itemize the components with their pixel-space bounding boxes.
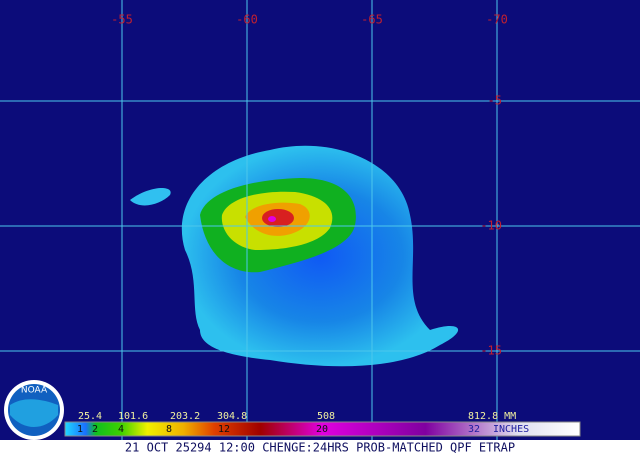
- scale-mm-label: 101.6: [118, 411, 148, 422]
- scale-inch-label: 20: [316, 424, 328, 435]
- scale-mm-label: 203.2: [170, 411, 200, 422]
- latitude-label: -10: [480, 219, 502, 233]
- caption: 21 OCT 25294 12:00 CHENGE:24HRS PROB-MAT…: [125, 441, 515, 455]
- latitude-label: -15: [480, 344, 502, 358]
- noaa-logo: NOAA: [4, 380, 64, 440]
- scale-inch-label: 4: [118, 424, 124, 435]
- scale-mm-label: 508: [317, 411, 335, 422]
- scale-inch-label: 2: [92, 424, 98, 435]
- rain-band: [130, 188, 171, 206]
- caption-strip: [0, 440, 640, 455]
- scale-mm-label: 812.8 MM: [468, 411, 516, 422]
- latitude-label: -5: [488, 94, 502, 108]
- scale-inch-label: 8: [166, 424, 172, 435]
- scale-inch-label: INCHES: [493, 424, 529, 435]
- scale-inch-label: 12: [218, 424, 230, 435]
- graticule: [0, 0, 640, 440]
- scale-mm-label: 304.8: [217, 411, 247, 422]
- longitude-label: -65: [361, 13, 383, 27]
- scale-mm-label: 25.4: [78, 411, 102, 422]
- rain-peak: [268, 216, 276, 222]
- longitude-label: -60: [236, 13, 258, 27]
- scale-inch-label: 1: [77, 424, 83, 435]
- color-scale: [64, 421, 581, 437]
- scale-inch-label: 32: [468, 424, 480, 435]
- longitude-label: -70: [486, 13, 508, 27]
- precipitation-field: [130, 145, 459, 367]
- longitude-label: -55: [111, 13, 133, 27]
- rain-extreme: [262, 209, 294, 227]
- logo-text: NOAA: [21, 386, 48, 396]
